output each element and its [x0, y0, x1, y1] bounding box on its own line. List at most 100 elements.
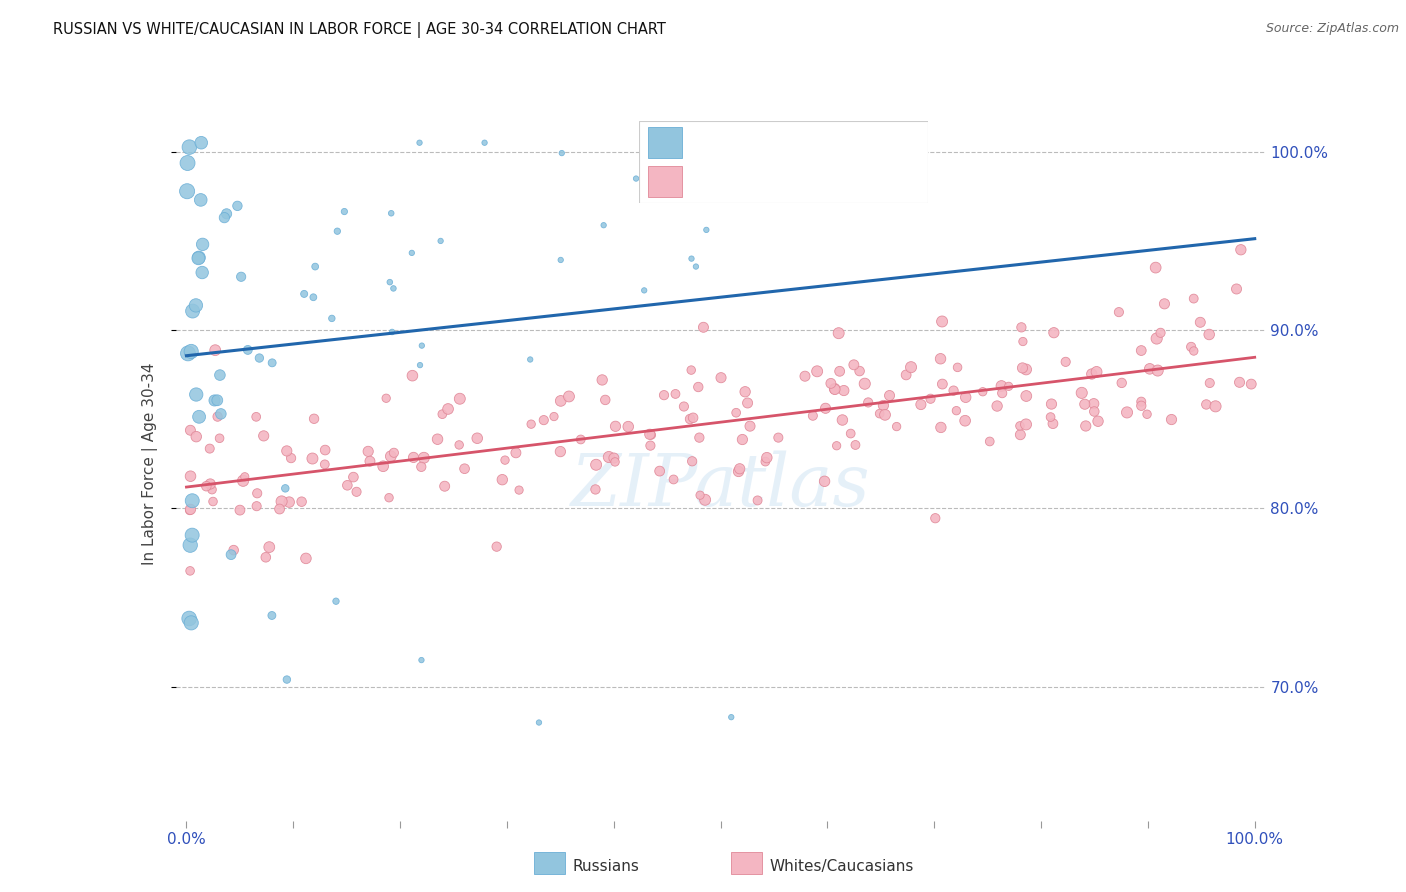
Text: ZIPatlas: ZIPatlas — [571, 450, 870, 521]
Point — [832, 384, 855, 398]
Point — [179, 503, 201, 517]
Point — [177, 346, 200, 360]
Point — [842, 358, 865, 372]
Point — [853, 376, 876, 391]
Text: Russians: Russians — [572, 859, 640, 873]
Point — [1015, 362, 1038, 376]
Point — [585, 458, 607, 472]
Point — [1054, 355, 1077, 369]
Point — [603, 455, 626, 469]
Point — [910, 398, 932, 412]
Point — [886, 419, 908, 434]
Point — [824, 382, 846, 396]
Point — [291, 494, 314, 508]
Point — [558, 389, 581, 403]
Point — [1160, 412, 1182, 426]
Point — [402, 450, 425, 465]
Point — [1240, 377, 1263, 392]
Point — [1180, 340, 1202, 354]
Point — [208, 431, 231, 445]
Point — [278, 495, 301, 509]
Point — [269, 502, 291, 516]
Point — [997, 379, 1019, 393]
Point — [1225, 282, 1247, 296]
Point — [672, 400, 695, 414]
Point — [814, 401, 837, 416]
Point — [605, 419, 627, 434]
Point — [382, 281, 405, 295]
Point — [617, 419, 640, 434]
Point — [411, 653, 433, 667]
Point — [1070, 385, 1092, 400]
Point — [226, 199, 249, 213]
Point — [246, 486, 269, 500]
Point — [1182, 292, 1205, 306]
Point — [869, 407, 891, 421]
Point — [520, 417, 543, 432]
Point — [491, 473, 513, 487]
Point — [1198, 327, 1220, 342]
Point — [314, 443, 336, 458]
Point — [180, 615, 202, 630]
Point — [972, 384, 994, 399]
Point — [1144, 260, 1167, 275]
Point — [325, 594, 347, 608]
Point — [357, 444, 380, 458]
Point — [1130, 399, 1153, 413]
Point — [179, 423, 201, 437]
Point — [190, 136, 212, 150]
Point — [437, 401, 460, 416]
Point — [844, 438, 866, 452]
Point — [991, 386, 1014, 401]
Point — [219, 548, 242, 562]
Point — [527, 715, 550, 730]
Point — [465, 431, 488, 445]
Point — [640, 428, 662, 442]
Point — [955, 390, 977, 404]
Point — [695, 223, 717, 237]
Point — [200, 477, 222, 491]
Point — [813, 475, 835, 489]
Point — [1205, 400, 1227, 414]
Point — [274, 481, 297, 495]
Point — [195, 479, 218, 493]
Point — [180, 344, 202, 359]
Point — [449, 392, 471, 406]
Point — [1111, 376, 1133, 390]
Point — [304, 260, 326, 274]
Point — [295, 551, 318, 566]
Point — [1229, 376, 1251, 390]
Point — [682, 410, 704, 425]
Point — [1149, 326, 1171, 340]
Point — [276, 444, 298, 458]
Point — [412, 450, 434, 465]
Point — [380, 206, 402, 220]
Point — [179, 538, 201, 552]
Point — [253, 429, 276, 443]
Point — [1043, 326, 1066, 340]
Point — [485, 540, 508, 554]
Point — [321, 311, 343, 326]
Point — [236, 343, 259, 357]
Point — [411, 338, 433, 352]
Point — [247, 351, 270, 365]
Point — [408, 136, 430, 150]
Point — [233, 469, 256, 483]
Point — [1039, 410, 1062, 425]
Point — [679, 412, 702, 426]
Point — [569, 433, 592, 447]
Point — [828, 364, 851, 378]
Point — [382, 446, 405, 460]
Point — [990, 379, 1012, 393]
Point — [378, 275, 401, 289]
Point — [231, 269, 253, 284]
Point — [232, 474, 254, 488]
Point — [505, 446, 527, 460]
Point — [827, 326, 849, 341]
Point — [831, 413, 853, 427]
Point — [276, 673, 298, 687]
Point — [346, 484, 368, 499]
Point — [747, 493, 769, 508]
Point — [848, 364, 870, 378]
Point — [873, 408, 896, 422]
